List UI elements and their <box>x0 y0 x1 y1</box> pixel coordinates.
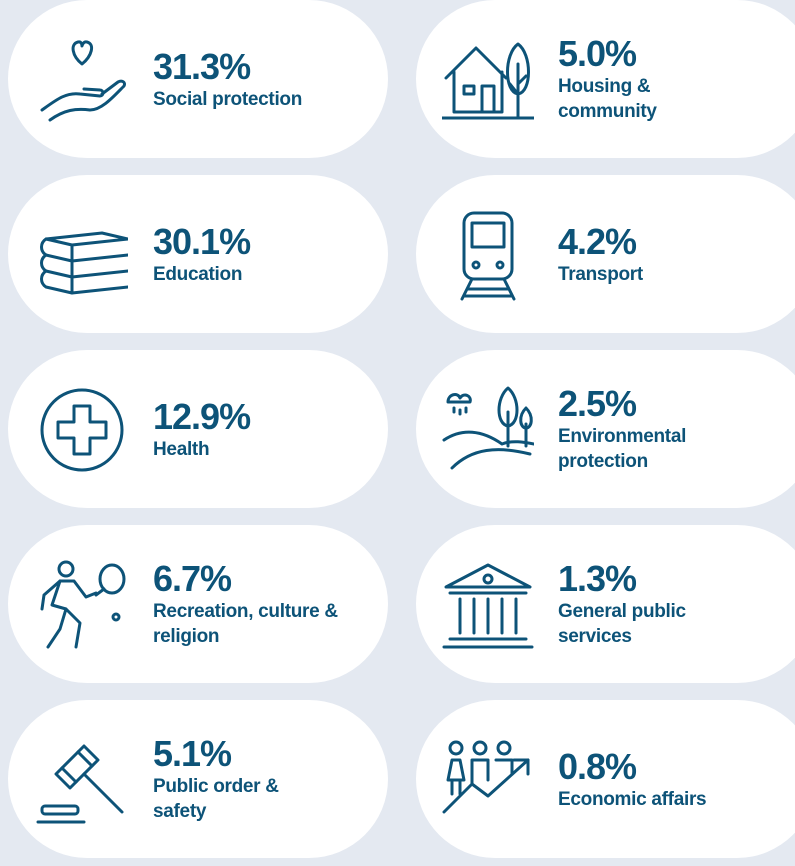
value: 1.3% <box>558 558 637 599</box>
card: 30.1% Education <box>8 175 388 333</box>
value: 4.2% <box>558 220 637 262</box>
label: Environmental protection <box>558 426 687 472</box>
icon-tennis <box>40 560 126 649</box>
icon-train <box>460 211 516 301</box>
icon-house <box>442 42 534 120</box>
label: Public order & safety <box>153 776 279 822</box>
label: Recreation, culture & religion <box>153 601 338 647</box>
label: General public services <box>558 601 686 647</box>
value: 6.7% <box>153 558 232 599</box>
value: 0.8% <box>558 745 637 787</box>
card: 5.0% Housing & community <box>416 0 795 158</box>
label: Transport <box>558 263 643 285</box>
card: 5.1% Public order & safety <box>8 700 388 858</box>
card: 31.3% Social protection <box>8 0 388 158</box>
label: Health <box>153 438 210 460</box>
value: 5.0% <box>558 33 637 74</box>
card: 4.2% Transport <box>416 175 795 333</box>
value: 2.5% <box>558 383 637 424</box>
card: 2.5% Environmental protection <box>416 350 795 508</box>
value: 12.9% <box>153 395 251 437</box>
value: 5.1% <box>153 733 232 774</box>
icon-government <box>442 563 534 649</box>
card: 0.8% Economic affairs <box>416 700 795 858</box>
label: Social protection <box>153 88 303 110</box>
value: 30.1% <box>153 220 251 262</box>
icon-economy <box>442 740 530 814</box>
label: Education <box>153 263 243 285</box>
icon-environment <box>442 386 534 470</box>
icon-hand-heart <box>40 40 126 122</box>
label: Housing & community <box>558 76 657 122</box>
icon-gavel <box>36 744 124 824</box>
icon-books <box>40 231 128 295</box>
label: Economic affairs <box>558 788 707 810</box>
card: 6.7% Recreation, culture & religion <box>8 525 388 683</box>
card: 1.3% General public services <box>416 525 795 683</box>
card: 12.9% Health <box>8 350 388 508</box>
icon-health <box>40 388 124 472</box>
value: 31.3% <box>153 45 251 87</box>
